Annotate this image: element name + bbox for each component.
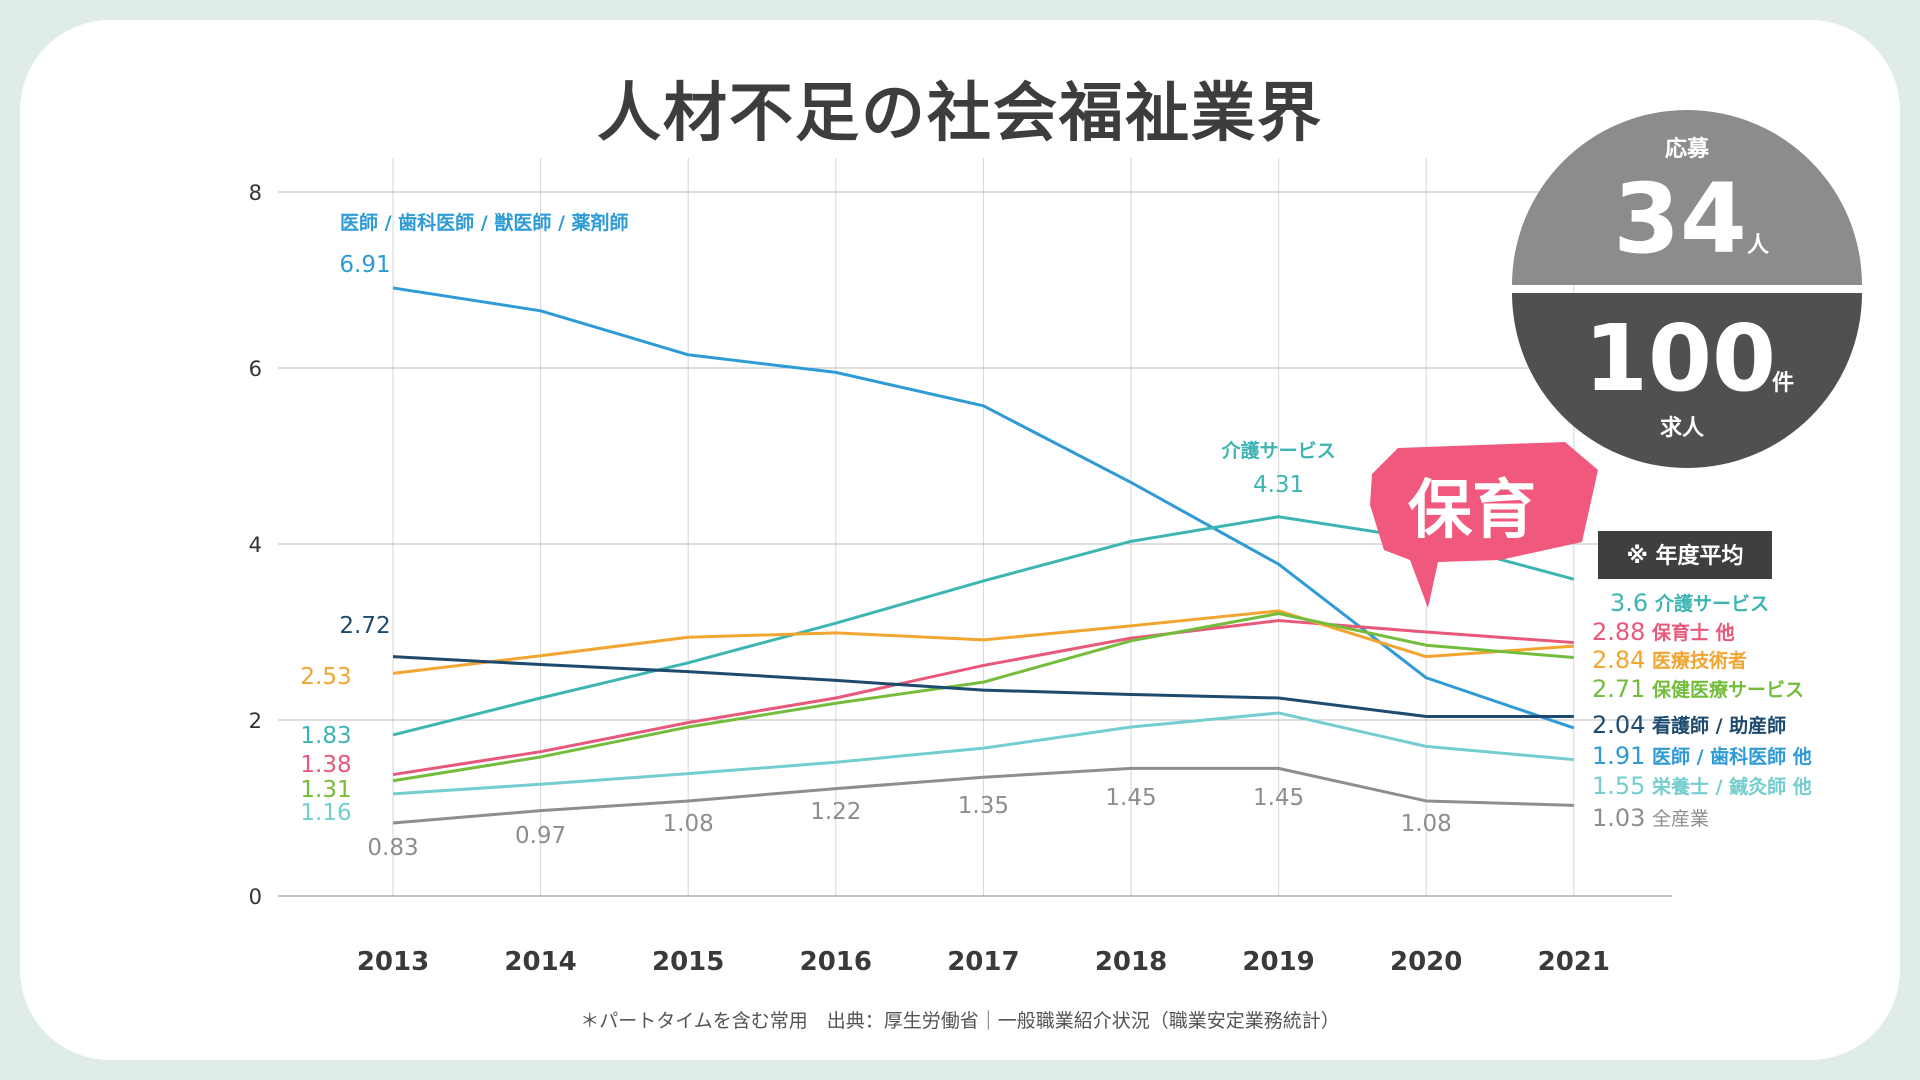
legend-value-medtech: 2.84 xyxy=(1592,646,1645,674)
chart-title: 人材不足の社会福祉業界 xyxy=(597,77,1323,151)
series-line-care xyxy=(392,515,1575,737)
start-label-medtech: 2.53 xyxy=(300,664,351,690)
peak-label-care: 4.31 xyxy=(1253,472,1304,498)
childcare-callout: 保育 xyxy=(1370,442,1598,608)
point-label-all: 0.97 xyxy=(515,823,566,849)
x-tick-label: 2013 xyxy=(357,947,429,977)
ratio-badge: 応募 34 人 100 件 求人 xyxy=(1512,110,1862,468)
source-footnote: ＊パートタイムを含む常用 出典：厚生労働省｜一般職業紹介状況（職業安定業務統計） xyxy=(580,1010,1340,1032)
series-title-doctor: 医師 / 歯科医師 / 獣医師 / 薬剤師 xyxy=(340,211,629,234)
legend-name-all: 全産業 xyxy=(1652,808,1709,830)
badge-bottom-half xyxy=(1512,293,1862,468)
legend-name-doctor: 医師 / 歯科医師 他 xyxy=(1652,745,1812,768)
note-box xyxy=(1598,531,1772,579)
start-label-healthcare: 1.31 xyxy=(300,777,351,803)
badge-top-half xyxy=(1512,110,1862,285)
y-tick-label: 2 xyxy=(249,709,262,733)
badge-bottom-unit: 件 xyxy=(1772,371,1794,396)
point-label-all: 1.08 xyxy=(663,811,714,837)
series-line-healthcare xyxy=(392,612,1574,783)
point-label-all: 1.35 xyxy=(958,793,1009,819)
x-tick-label: 2020 xyxy=(1390,947,1462,977)
x-tick-label: 2016 xyxy=(800,947,872,977)
legend-value-healthcare: 2.71 xyxy=(1592,675,1645,703)
legend-value-childcare: 2.88 xyxy=(1592,618,1645,646)
start-label-childcare: 1.38 xyxy=(300,752,351,778)
start-label-nutrition: 1.16 xyxy=(300,800,351,826)
badge-bottom-number: 100 xyxy=(1584,305,1776,412)
point-label-all: 1.45 xyxy=(1253,785,1304,811)
series-line-all xyxy=(392,766,1574,825)
badge-top-unit: 人 xyxy=(1747,233,1769,258)
legend-value-all: 1.03 xyxy=(1592,804,1645,832)
legend-value-nutrition: 1.55 xyxy=(1592,772,1645,800)
series-line-childcare xyxy=(392,619,1574,777)
x-tick-label: 2017 xyxy=(947,947,1019,977)
x-tick-label: 2015 xyxy=(652,947,724,977)
x-tick-label: 2021 xyxy=(1538,947,1610,977)
x-tick-label: 2018 xyxy=(1095,947,1167,977)
legend-value-care: 3.6 xyxy=(1610,589,1648,617)
badge-top-label: 応募 xyxy=(1665,136,1710,162)
start-label-doctor: 6.91 xyxy=(339,252,390,278)
legend-value-nurse: 2.04 xyxy=(1592,711,1645,739)
data-labels: 2013 2014 2015 2016 2017 2018 2019 2020 2021 0 2 4 6… xyxy=(249,181,1610,977)
y-tick-label: 6 xyxy=(249,357,262,381)
legend-name-healthcare: 保健医療サービス xyxy=(1651,678,1804,701)
badge-top-number: 34 xyxy=(1613,163,1747,275)
point-label-all: 0.83 xyxy=(367,835,418,861)
y-tick-label: 4 xyxy=(249,533,262,557)
series-line-medtech xyxy=(392,609,1574,675)
legend-name-nutrition: 栄養士 / 鍼灸師 他 xyxy=(1651,775,1812,798)
point-label-all: 1.45 xyxy=(1105,785,1156,811)
note-text: ※ 年度平均 xyxy=(1626,543,1743,569)
x-tick-label: 2019 xyxy=(1242,947,1314,977)
legend-name-medtech: 医療技術者 xyxy=(1652,649,1747,672)
series-line-nutrition xyxy=(392,711,1574,796)
legend-name-childcare: 保育士 他 xyxy=(1651,621,1735,644)
start-label-nurse: 2.72 xyxy=(339,613,390,639)
legend-name-care: 介護サービス xyxy=(1654,592,1769,615)
y-tick-label: 8 xyxy=(249,181,262,205)
legend-name-nurse: 看護師 / 助産師 xyxy=(1651,714,1786,737)
point-label-all: 1.08 xyxy=(1401,811,1452,837)
y-tick-label: 0 xyxy=(249,885,262,909)
point-label-all: 1.22 xyxy=(810,799,861,825)
series-lines xyxy=(392,286,1575,825)
annual-average-note: ※ 年度平均 xyxy=(1598,531,1772,579)
callout-bubble xyxy=(1370,442,1598,608)
series-line-nurse xyxy=(392,655,1574,718)
legend-value-doctor: 1.91 xyxy=(1592,742,1645,770)
callout-text: 保育 xyxy=(1408,474,1536,548)
legend: 3.6 介護サービス 2.88 保育士 他 2.84 医療技術者 2.71 保健医療サービス 2… xyxy=(1592,589,1812,832)
x-tick-label: 2014 xyxy=(504,947,576,977)
series-title-care: 介護サービス xyxy=(1221,439,1336,462)
start-label-care: 1.83 xyxy=(300,723,351,749)
badge-bottom-label: 求人 xyxy=(1660,416,1704,441)
